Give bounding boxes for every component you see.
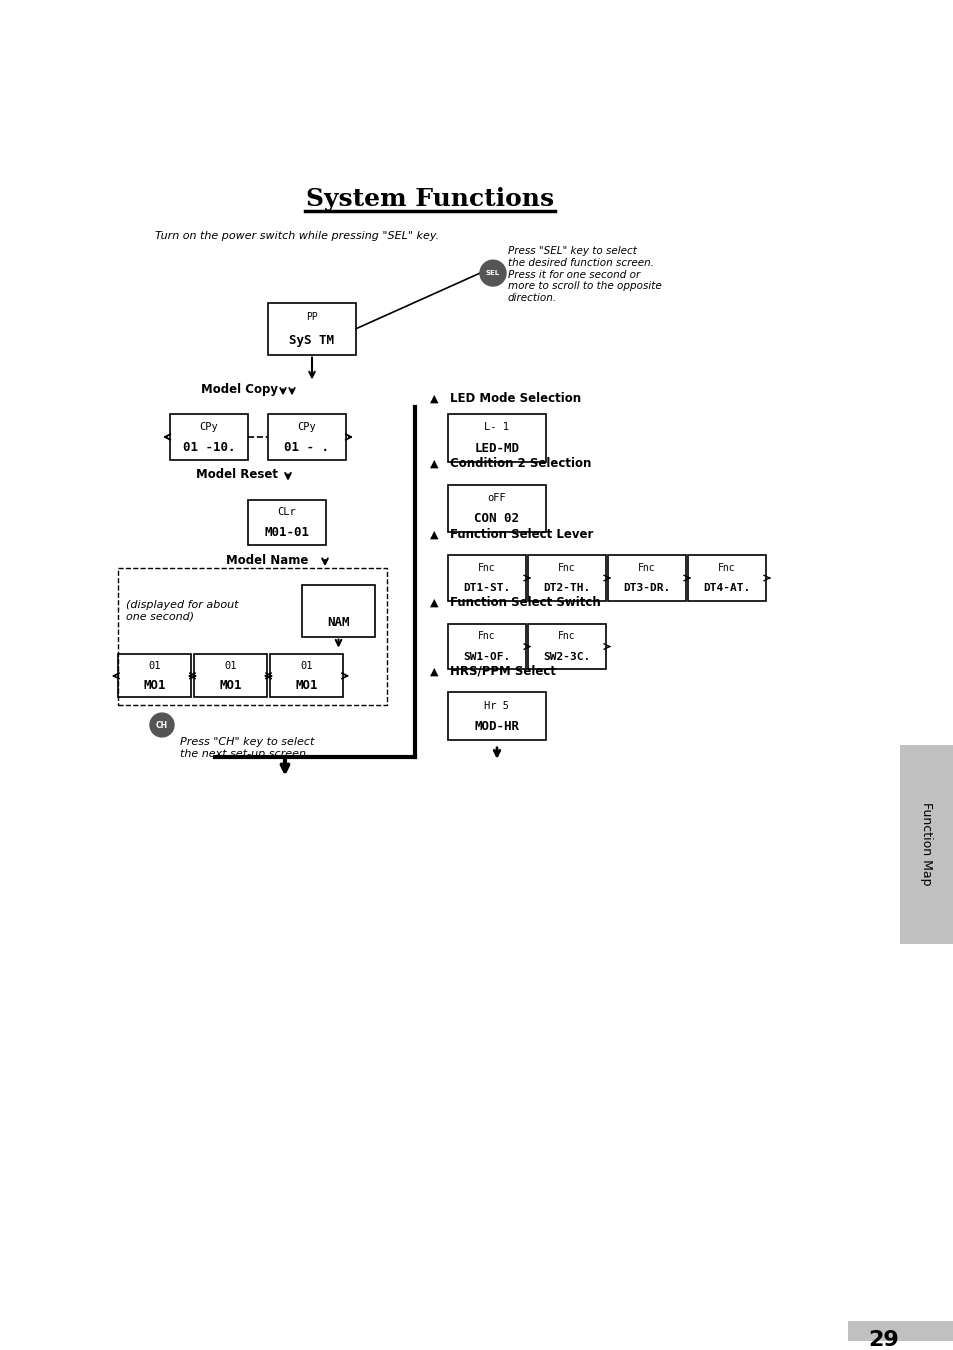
Text: Condition 2 Selection: Condition 2 Selection — [450, 458, 591, 470]
Circle shape — [479, 261, 505, 286]
FancyBboxPatch shape — [527, 555, 605, 601]
FancyBboxPatch shape — [847, 1320, 953, 1350]
FancyBboxPatch shape — [193, 655, 267, 697]
Text: SW2-3C.: SW2-3C. — [543, 652, 590, 662]
Text: LED-MD: LED-MD — [474, 441, 519, 455]
FancyBboxPatch shape — [527, 624, 605, 670]
Circle shape — [150, 713, 173, 737]
FancyBboxPatch shape — [170, 414, 248, 460]
Text: DT3-DR.: DT3-DR. — [622, 583, 670, 593]
Text: DT2-TH.: DT2-TH. — [543, 583, 590, 593]
Text: CLr: CLr — [277, 508, 296, 517]
FancyBboxPatch shape — [268, 302, 355, 355]
Text: MO1: MO1 — [294, 679, 317, 691]
Text: ▲: ▲ — [429, 598, 437, 608]
Text: 01 - .: 01 - . — [284, 440, 329, 454]
Text: Model Reset: Model Reset — [195, 468, 277, 481]
Text: ▲: ▲ — [429, 393, 437, 404]
Text: CH: CH — [155, 721, 168, 729]
Text: Function Select Lever: Function Select Lever — [450, 528, 593, 541]
Text: Press "CH" key to select
the next set-up screen.: Press "CH" key to select the next set-up… — [180, 737, 314, 759]
Text: 01 -10.: 01 -10. — [183, 440, 235, 454]
Text: CPy: CPy — [199, 423, 218, 432]
FancyBboxPatch shape — [448, 485, 545, 532]
Text: ▲: ▲ — [429, 667, 437, 676]
Text: Fnc: Fnc — [477, 563, 496, 572]
FancyBboxPatch shape — [899, 745, 953, 944]
FancyBboxPatch shape — [448, 555, 525, 601]
FancyBboxPatch shape — [687, 555, 765, 601]
Text: SEL: SEL — [485, 270, 499, 277]
Text: System Functions: System Functions — [306, 186, 554, 211]
Text: 01: 01 — [224, 662, 236, 671]
Text: Press "SEL" key to select
the desired function screen.
Press it for one second o: Press "SEL" key to select the desired fu… — [507, 246, 661, 302]
Text: 01: 01 — [300, 662, 313, 671]
FancyBboxPatch shape — [448, 693, 545, 740]
Text: ▲: ▲ — [429, 529, 437, 539]
Text: MOD-HR: MOD-HR — [474, 720, 519, 733]
Text: Fnc: Fnc — [718, 563, 735, 572]
Text: DT1-ST.: DT1-ST. — [463, 583, 510, 593]
Text: Fnc: Fnc — [558, 632, 576, 641]
Text: 01: 01 — [148, 662, 161, 671]
Text: DT4-AT.: DT4-AT. — [702, 583, 750, 593]
FancyBboxPatch shape — [248, 500, 326, 545]
Text: oFF: oFF — [487, 493, 506, 504]
Text: MO1: MO1 — [219, 679, 241, 691]
Text: SyS TM: SyS TM — [289, 333, 335, 347]
Text: Fnc: Fnc — [558, 563, 576, 572]
Text: ▲: ▲ — [429, 459, 437, 468]
Text: HRS/PPM Select: HRS/PPM Select — [450, 666, 556, 678]
Text: 29: 29 — [867, 1330, 898, 1350]
Text: M01-01: M01-01 — [264, 526, 309, 539]
Text: LED Mode Selection: LED Mode Selection — [450, 392, 580, 405]
FancyBboxPatch shape — [448, 624, 525, 670]
Text: SW1-OF.: SW1-OF. — [463, 652, 510, 662]
Text: NAM: NAM — [327, 616, 350, 629]
Text: L- 1: L- 1 — [484, 423, 509, 432]
Text: PP: PP — [306, 312, 317, 323]
FancyBboxPatch shape — [448, 414, 545, 462]
FancyBboxPatch shape — [607, 555, 685, 601]
Text: (displayed for about
one second): (displayed for about one second) — [126, 599, 238, 621]
Text: Turn on the power switch while pressing "SEL" key.: Turn on the power switch while pressing … — [154, 231, 438, 242]
Text: Fnc: Fnc — [477, 632, 496, 641]
Text: Model Copy: Model Copy — [201, 383, 277, 396]
FancyBboxPatch shape — [118, 655, 191, 697]
Text: Hr 5: Hr 5 — [484, 701, 509, 710]
FancyBboxPatch shape — [302, 585, 375, 637]
Text: Function Map: Function Map — [920, 802, 933, 886]
Text: CON 02: CON 02 — [474, 513, 519, 525]
FancyBboxPatch shape — [268, 414, 346, 460]
Text: CPy: CPy — [297, 423, 316, 432]
Text: MO1: MO1 — [143, 679, 166, 691]
Text: Fnc: Fnc — [638, 563, 655, 572]
FancyBboxPatch shape — [270, 655, 343, 697]
Text: Model Name: Model Name — [226, 554, 308, 567]
Text: Function Select Switch: Function Select Switch — [450, 597, 600, 609]
